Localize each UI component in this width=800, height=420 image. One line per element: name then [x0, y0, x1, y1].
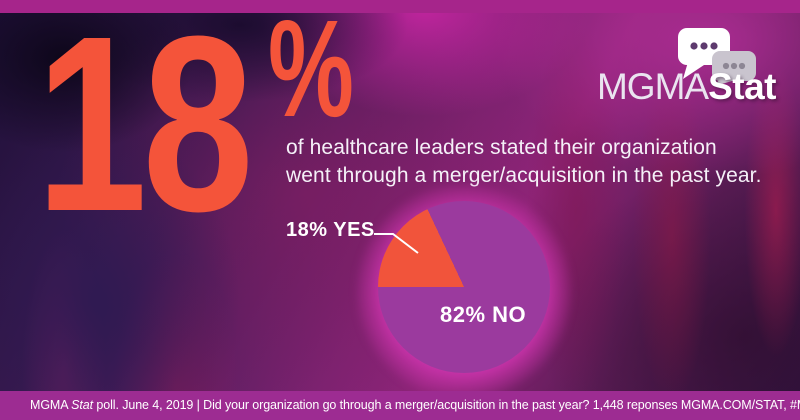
footer-attribution-bar: MGMA Stat poll. June 4, 2019 | Did your …: [0, 391, 800, 420]
top-accent-bar: [0, 0, 800, 13]
footer-brand: MGMA: [30, 398, 72, 412]
headline-percentage: 18: [36, 0, 254, 263]
subtitle-line-2: went through a merger/acquisition in the…: [286, 163, 762, 187]
speech-bubbles-icon: [678, 28, 756, 86]
pie-label-no: 82% NO: [440, 302, 527, 327]
logo-text-stat: Stat: [708, 66, 776, 107]
pie-chart: [378, 201, 550, 373]
footer-poll-text: poll. June 4, 2019 | Did your organizati…: [93, 398, 800, 412]
mgma-stat-logo: MGMAStat: [596, 66, 777, 108]
footer-brand-stat: Stat: [71, 398, 94, 412]
headline-subtitle: of healthcare leaders stated their organ…: [286, 134, 762, 190]
pie-label-yes: 18% YES: [286, 219, 375, 241]
logo-text-mgma: MGMA: [596, 66, 709, 107]
subtitle-line-1: of healthcare leaders stated their organ…: [286, 136, 717, 159]
headline-percent-sign: %: [268, 0, 354, 146]
